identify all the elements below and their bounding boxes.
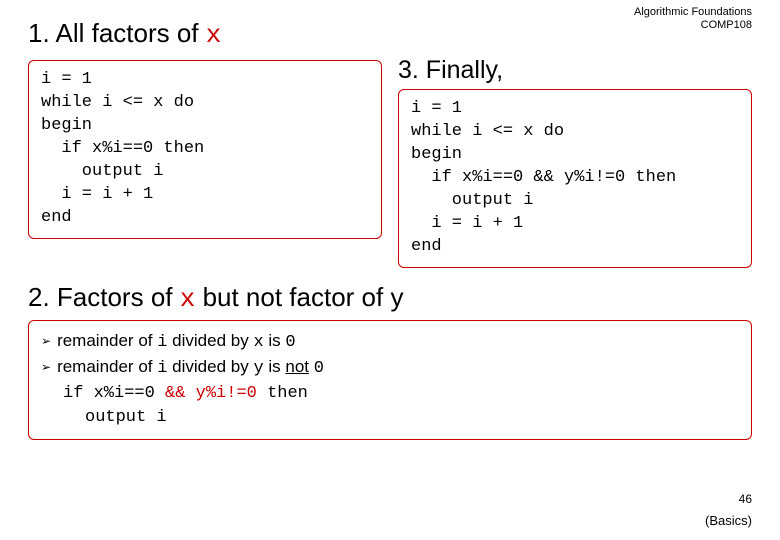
section2-var-x: x — [180, 284, 196, 314]
section3-code-box: i = 1 while i <= x do begin if x%i==0 &&… — [398, 89, 752, 268]
section3-heading: 3. Finally, — [398, 56, 752, 85]
bullet-arrow-icon: ➢ — [41, 333, 51, 350]
course-code: COMP108 — [634, 19, 752, 32]
bullet-arrow-icon: ➢ — [41, 359, 51, 376]
bullet2-text: remainder of i divided by y is not 0 — [57, 355, 324, 382]
section1-title-prefix: 1. All factors of — [28, 18, 206, 48]
section2-bullet2: ➢ remainder of i divided by y is not 0 — [41, 355, 739, 382]
section2-code-line2: output i — [41, 406, 739, 431]
section2-box: ➢ remainder of i divided by x is 0 ➢ rem… — [28, 320, 752, 441]
section1-var-x: x — [206, 20, 222, 50]
top-row: i = 1 while i <= x do begin if x%i==0 th… — [28, 56, 752, 268]
section2-bullet1: ➢ remainder of i divided by x is 0 — [41, 329, 739, 356]
bullet1-text: remainder of i divided by x is 0 — [57, 329, 296, 356]
section2-title-p2: but not factor of y — [195, 282, 403, 312]
footer-label: (Basics) — [705, 513, 752, 528]
section2-heading: 2. Factors of x but not factor of y — [28, 282, 752, 314]
section1-col: i = 1 while i <= x do begin if x%i==0 th… — [28, 56, 382, 239]
section2-code-line1: if x%i==0 && y%i!=0 then — [41, 382, 739, 407]
section3-col: 3. Finally, i = 1 while i <= x do begin … — [398, 56, 752, 268]
course-title: Algorithmic Foundations — [634, 6, 752, 19]
course-header: Algorithmic Foundations COMP108 — [634, 6, 752, 32]
page-number: 46 — [739, 492, 752, 506]
section2-title-p1: 2. Factors of — [28, 282, 180, 312]
section1-code-box: i = 1 while i <= x do begin if x%i==0 th… — [28, 60, 382, 239]
